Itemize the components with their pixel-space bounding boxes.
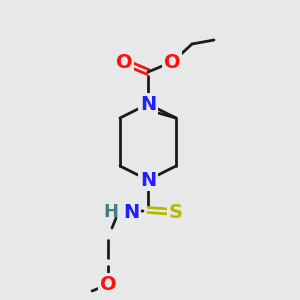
Text: O: O bbox=[100, 274, 116, 293]
Text: H: H bbox=[103, 203, 118, 221]
Text: O: O bbox=[164, 52, 180, 71]
Text: N: N bbox=[140, 94, 156, 113]
Text: N: N bbox=[123, 202, 139, 221]
Text: O: O bbox=[116, 52, 132, 71]
Text: S: S bbox=[169, 202, 183, 221]
Text: N: N bbox=[140, 170, 156, 190]
